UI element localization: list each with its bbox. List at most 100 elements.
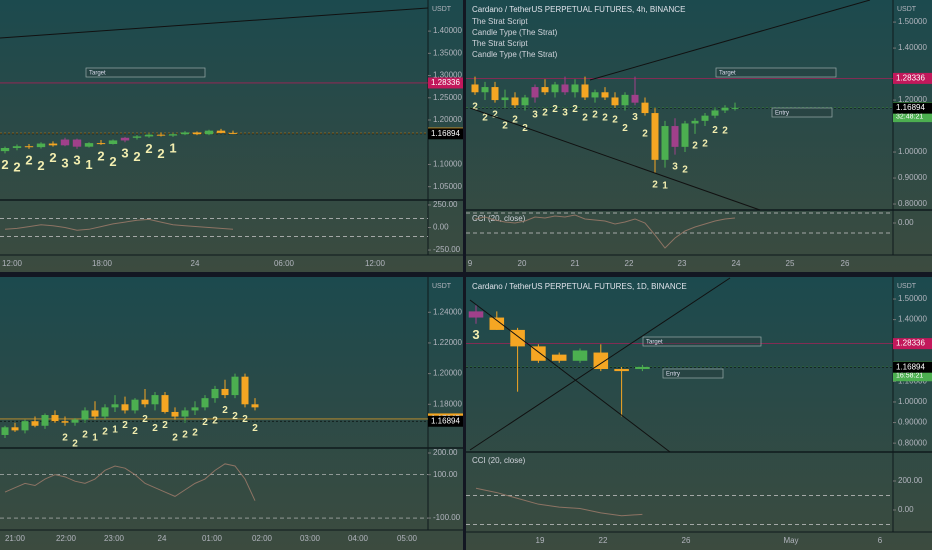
- trend-line: [0, 7, 429, 39]
- candle-body: [151, 395, 159, 405]
- candle-body: [192, 132, 202, 135]
- price-label-box: [893, 361, 932, 373]
- candle-body: [721, 107, 729, 111]
- x-tick-label: 24: [158, 534, 167, 543]
- chart-title: Cardano / TetherUS PERPETUAL FUTURES, 1D…: [472, 282, 687, 291]
- x-tick-label: 22: [599, 536, 608, 545]
- box: [85, 67, 206, 78]
- candle-body: [661, 126, 669, 160]
- cci-tick-label: -100.00: [433, 513, 461, 522]
- countdown: 32:48:21: [896, 113, 923, 120]
- cci-title: CCI (20, close): [472, 214, 526, 223]
- candle-body: [571, 84, 579, 93]
- cci-line: [4, 463, 256, 501]
- candle-body: [551, 354, 567, 361]
- cci-title: CCI (20, close): [472, 456, 526, 465]
- chart-panel: USDT1.050001.100001.200001.250001.300001…: [0, 0, 463, 272]
- y-tick-label: 1.22000: [433, 338, 462, 347]
- candle-body: [468, 311, 484, 318]
- y-tick-label: 1.50000: [898, 294, 927, 303]
- y-tick-label: 1.24000: [433, 307, 462, 316]
- trend-line: [469, 277, 731, 451]
- candle-body: [216, 130, 226, 133]
- candle-body: [191, 407, 199, 411]
- box-label: Entry: [666, 372, 680, 378]
- box-label: Target: [646, 340, 663, 346]
- y-tick-label: 1.40000: [898, 43, 927, 52]
- cci-tick-label: 0.00: [433, 223, 449, 232]
- strat-label: 2: [145, 141, 152, 156]
- box: [662, 368, 724, 379]
- strat-label: 2: [102, 426, 108, 437]
- price-label-box: [893, 102, 932, 114]
- strat-label: 3: [73, 152, 80, 167]
- candle-body: [24, 146, 34, 148]
- candle-body: [614, 369, 629, 372]
- candle-body: [711, 110, 719, 116]
- candle-body: [241, 376, 249, 405]
- cci-line: [474, 214, 736, 249]
- candle-body: [96, 143, 106, 145]
- strat-label: 2: [162, 420, 168, 431]
- strat-label: 2: [622, 123, 628, 134]
- axis-unit: USDT: [897, 6, 917, 13]
- axis-unit: USDT: [897, 283, 917, 290]
- x-tick-label: 22:00: [56, 534, 77, 543]
- x-tick-label: 9: [468, 259, 473, 268]
- candle-body: [731, 107, 739, 109]
- candle-body: [561, 84, 569, 93]
- y-tick-label: 1.20000: [433, 115, 462, 124]
- trend-line: [469, 299, 671, 453]
- x-tick-label: 12:00: [365, 259, 386, 268]
- panel-background: [0, 0, 463, 272]
- y-tick-label: 1.30000: [433, 71, 462, 80]
- strat-label: 2: [202, 417, 208, 428]
- candle-body: [1, 427, 9, 435]
- strat-label: 2: [192, 428, 198, 439]
- candle-body: [691, 120, 699, 124]
- strat-label: 2: [492, 109, 498, 120]
- candle-body: [593, 352, 609, 370]
- strat-label: 3: [632, 112, 638, 123]
- candle-body: [641, 102, 649, 114]
- cci-line: [475, 487, 643, 517]
- candle-body: [72, 139, 82, 147]
- strat-label: 3: [532, 109, 538, 120]
- candle-body: [111, 404, 119, 408]
- y-tick-label: 1.20000: [898, 95, 927, 104]
- y-tick-label: 0.80000: [898, 438, 927, 447]
- candle-body: [84, 143, 94, 147]
- cci-tick-label: -250.00: [433, 245, 461, 254]
- cci-tick-label: 200.00: [898, 476, 923, 485]
- strat-label: 2: [592, 109, 598, 120]
- strat-label: 2: [72, 438, 78, 449]
- chart-panel: USDT 0.80000 0.90000 1.00000 1.20000 1.40000 1…: [466, 0, 932, 272]
- candle-body: [511, 97, 519, 106]
- cci-tick-label: 0.00: [898, 218, 914, 227]
- price-label: 1.28336: [431, 78, 460, 87]
- candle-body: [221, 388, 229, 396]
- x-tick-label: 6: [878, 536, 883, 545]
- strat-label: 2: [712, 125, 718, 136]
- candle-body: [531, 87, 539, 98]
- chart-panel: USDT 1.18000 1.20000 1.22000 1.24000 21:00 22:…: [0, 277, 463, 550]
- candle-body: [491, 87, 499, 101]
- box: [771, 107, 833, 118]
- x-tick-label: 20: [518, 259, 527, 268]
- strat-label: 2: [82, 429, 88, 440]
- candle-body: [101, 407, 109, 417]
- candle-body: [36, 143, 46, 148]
- candle-body: [108, 140, 118, 144]
- strat-label: 2: [97, 148, 104, 163]
- strat-label: 2: [212, 415, 218, 426]
- box-label: Target: [719, 71, 736, 77]
- cci-tick-label: 100.00: [433, 470, 458, 479]
- candle-body: [481, 87, 489, 93]
- strat-label: 2: [13, 160, 20, 175]
- strat-label: 2: [682, 165, 688, 176]
- candle-body: [71, 419, 79, 423]
- axis-unit: USDT: [432, 6, 452, 13]
- candle-body: [621, 94, 629, 106]
- y-tick-label: 1.00000: [898, 147, 927, 156]
